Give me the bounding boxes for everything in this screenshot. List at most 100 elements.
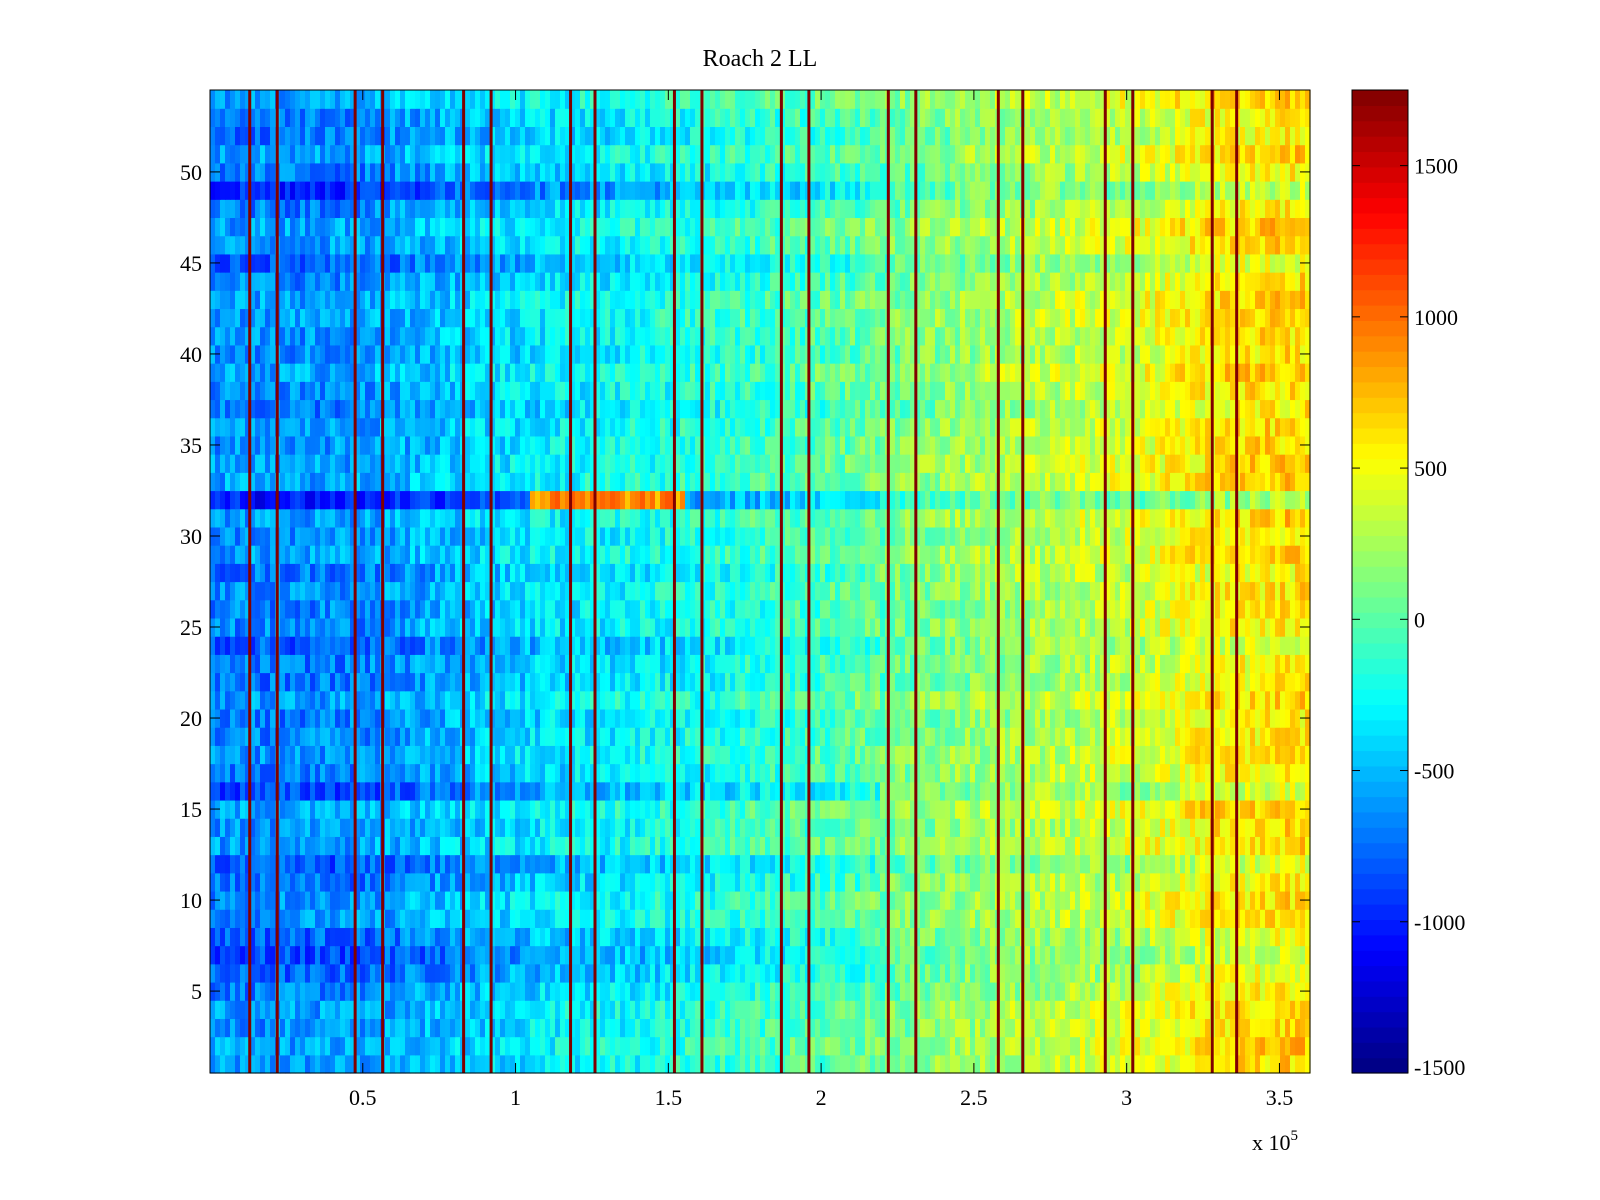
heatmap-cell bbox=[1090, 1054, 1096, 1074]
heatmap-cell bbox=[1000, 799, 1006, 819]
heatmap-cell bbox=[1255, 981, 1261, 1001]
heatmap-cell bbox=[550, 727, 556, 746]
heatmap-cell bbox=[725, 1036, 731, 1056]
heatmap-cell bbox=[315, 727, 321, 746]
heatmap-cell bbox=[1000, 1054, 1006, 1074]
heatmap-cell bbox=[310, 854, 316, 874]
heatmap-cell bbox=[965, 799, 971, 819]
heatmap-cell bbox=[680, 963, 686, 983]
heatmap-cell bbox=[925, 1054, 931, 1074]
heatmap-cell bbox=[755, 1036, 761, 1056]
heatmap-cell bbox=[455, 927, 461, 947]
heatmap-cell bbox=[485, 836, 491, 856]
heatmap-cell bbox=[905, 1018, 911, 1038]
heatmap-cell bbox=[390, 1054, 396, 1074]
heatmap-cell bbox=[815, 781, 821, 801]
heatmap-cell bbox=[990, 909, 996, 928]
heatmap-cell bbox=[495, 672, 501, 692]
heatmap-cell bbox=[1300, 854, 1306, 874]
heatmap-cell bbox=[440, 799, 446, 819]
heatmap-cell bbox=[615, 963, 621, 983]
heatmap-cell bbox=[705, 1054, 711, 1074]
heatmap-cell bbox=[555, 708, 561, 728]
heatmap-cell bbox=[650, 836, 656, 856]
heatmap-cell bbox=[940, 963, 946, 983]
heatmap-cell bbox=[985, 872, 991, 892]
heatmap-cell bbox=[595, 836, 601, 856]
heatmap-cell bbox=[1270, 963, 1276, 983]
heatmap-cell bbox=[595, 727, 601, 746]
heatmap-cell bbox=[775, 909, 781, 928]
heatmap-cell bbox=[1260, 836, 1266, 856]
heatmap-cell bbox=[405, 781, 411, 801]
heatmap-cell bbox=[555, 781, 561, 801]
heatmap-cell bbox=[765, 799, 771, 819]
heatmap-cell bbox=[325, 981, 331, 1001]
heatmap-cell bbox=[1215, 836, 1221, 856]
heatmap-cell bbox=[965, 1054, 971, 1074]
heatmap-cell bbox=[875, 927, 881, 947]
heatmap-cell bbox=[425, 909, 431, 928]
heatmap-cell bbox=[370, 963, 376, 983]
heatmap-cell bbox=[580, 818, 586, 837]
heatmap-cell bbox=[1100, 781, 1106, 801]
heatmap-cell bbox=[210, 1018, 216, 1038]
heatmap-cell bbox=[510, 781, 516, 801]
heatmap-cell bbox=[245, 690, 251, 710]
heatmap-cell bbox=[1280, 727, 1286, 746]
heatmap-cell bbox=[1240, 854, 1246, 874]
heatmap-cell bbox=[355, 981, 361, 1001]
heatmap-cell bbox=[570, 963, 576, 983]
heatmap-cell bbox=[595, 927, 601, 947]
heatmap-cell bbox=[235, 799, 241, 819]
heatmap-cell bbox=[830, 727, 836, 746]
heatmap-cell bbox=[545, 854, 551, 874]
heatmap-cell bbox=[1015, 1036, 1021, 1056]
heatmap-cell bbox=[420, 763, 426, 783]
heatmap-cell bbox=[215, 872, 221, 892]
heatmap-cell bbox=[800, 981, 806, 1001]
heatmap-cell bbox=[255, 654, 261, 674]
heatmap-cell bbox=[290, 818, 296, 837]
heatmap-cell bbox=[350, 1036, 356, 1056]
heatmap-cell bbox=[1055, 1018, 1061, 1038]
heatmap-cell bbox=[1000, 909, 1006, 928]
heatmap-cell bbox=[1230, 981, 1236, 1001]
heatmap-cell bbox=[775, 818, 781, 837]
heatmap-cell bbox=[690, 927, 696, 947]
heatmap-cell bbox=[710, 872, 716, 892]
heatmap-cell bbox=[535, 1018, 541, 1038]
heatmap-cell bbox=[640, 872, 646, 892]
heatmap-cell bbox=[265, 854, 271, 874]
heatmap-cell bbox=[1110, 745, 1116, 765]
heatmap-cell bbox=[865, 872, 871, 892]
heatmap-cell bbox=[1065, 1018, 1071, 1038]
heatmap-cell bbox=[1085, 872, 1091, 892]
heatmap-cell bbox=[840, 872, 846, 892]
heatmap-cell bbox=[830, 854, 836, 874]
heatmap-cell bbox=[490, 763, 496, 783]
heatmap-cell bbox=[705, 708, 711, 728]
heatmap-cell bbox=[505, 909, 511, 928]
heatmap-cell bbox=[1125, 1054, 1131, 1074]
heatmap-cell bbox=[790, 854, 796, 874]
heatmap-cell bbox=[1140, 872, 1146, 892]
heatmap-cell bbox=[1045, 1054, 1051, 1074]
heatmap-cell bbox=[1140, 781, 1146, 801]
heatmap-cell bbox=[715, 1036, 721, 1056]
heatmap-cell bbox=[210, 945, 216, 965]
heatmap-cell bbox=[720, 836, 726, 856]
heatmap-cell bbox=[475, 1000, 481, 1019]
heatmap-cell bbox=[1095, 836, 1101, 856]
heatmap-cell bbox=[1055, 727, 1061, 746]
heatmap-cell bbox=[540, 763, 546, 783]
heatmap-cell bbox=[915, 818, 921, 837]
heatmap-cell bbox=[335, 963, 341, 983]
heatmap-cell bbox=[1005, 981, 1011, 1001]
heatmap-cell bbox=[930, 654, 936, 674]
heatmap-cell bbox=[1275, 745, 1281, 765]
heatmap-cell bbox=[270, 963, 276, 983]
heatmap-cell bbox=[445, 1018, 451, 1038]
heatmap-cell bbox=[600, 672, 606, 692]
heatmap-cell bbox=[1260, 1000, 1266, 1019]
